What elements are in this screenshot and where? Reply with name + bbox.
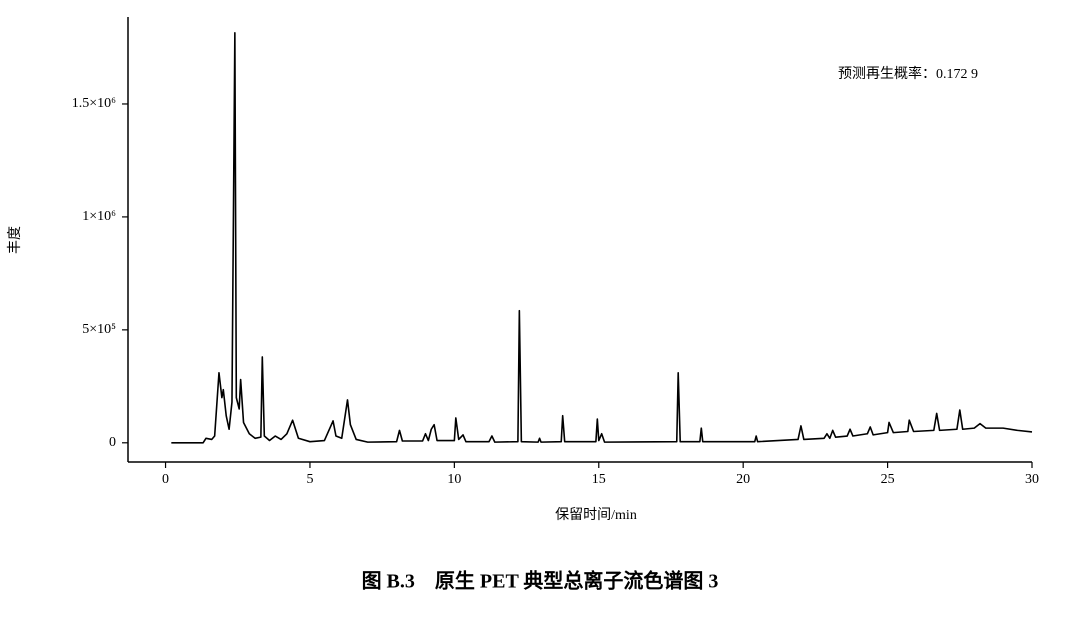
- x-tick-label: 5: [306, 472, 313, 487]
- x-tick-label: 20: [736, 472, 750, 487]
- y-tick-label: 1.5×10⁶: [72, 96, 116, 111]
- chart-title: 图 B.3 原生 PET 典型总离子流色谱图 3: [362, 569, 719, 593]
- x-axis-label: 保留时间/min: [555, 507, 637, 523]
- y-tick-label: 1×10⁶: [82, 209, 116, 224]
- x-tick-label: 15: [592, 472, 606, 487]
- x-tick-label: 30: [1025, 472, 1039, 487]
- annotation: 预测再生概率：0.172 9: [838, 65, 978, 82]
- x-tick-label: 0: [162, 472, 169, 487]
- x-tick-label: 10: [447, 472, 461, 487]
- data-line: [171, 32, 1033, 444]
- y-tick-label: 5×10⁵: [82, 322, 116, 337]
- y-axis-label: 丰度: [7, 226, 23, 254]
- y-tick-label: 0: [109, 435, 116, 450]
- x-tick-label: 25: [881, 472, 895, 487]
